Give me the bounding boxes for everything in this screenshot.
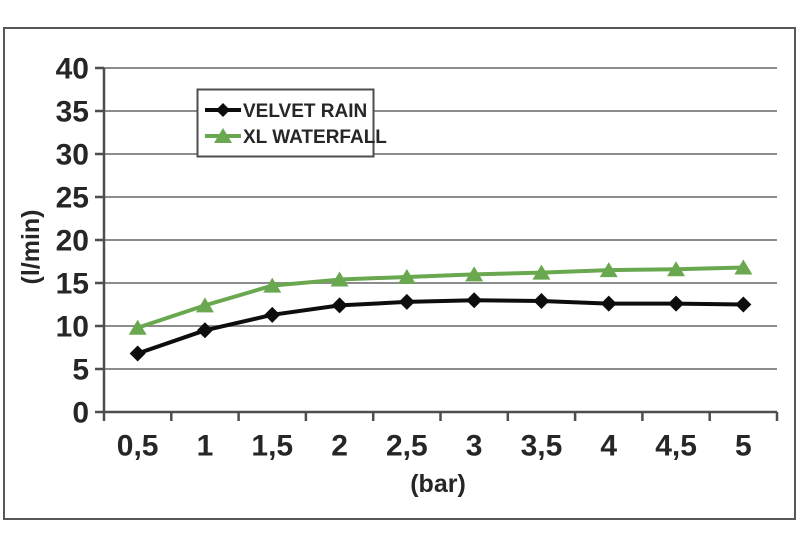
- y-tick-label: 40: [56, 53, 89, 86]
- y-tick-label: 25: [56, 182, 89, 215]
- y-tick-label: 35: [56, 96, 89, 129]
- series-line-xl-waterfall: [135, 265, 746, 330]
- diamond-marker-icon: [668, 295, 685, 312]
- chart-frame: [3, 27, 796, 520]
- diamond-marker-icon: [129, 345, 146, 362]
- diamond-marker-icon: [331, 297, 348, 314]
- y-tick-label: 10: [56, 311, 89, 344]
- triangle-marker-icon: [532, 264, 551, 280]
- diamond-marker-icon: [216, 103, 230, 117]
- x-tick-label: 2,5: [386, 430, 428, 463]
- axes: [95, 66, 779, 421]
- legend-item-velvet-rain: VELVET RAIN: [205, 101, 367, 122]
- triangle-marker-icon: [214, 128, 232, 143]
- triangle-marker-icon: [128, 319, 147, 335]
- diamond-marker-icon: [196, 322, 213, 339]
- diamond-marker-icon: [600, 295, 617, 312]
- diamond-marker-icon: [398, 293, 415, 310]
- series-velvet-rain: [129, 292, 752, 362]
- diamond-marker-icon: [533, 293, 550, 310]
- x-tick-label: 2: [331, 430, 348, 463]
- series-xl-waterfall: [128, 259, 753, 335]
- x-tick-label: 3,5: [521, 430, 563, 463]
- legend-label-xl-waterfall: XL WATERFALL: [243, 127, 387, 148]
- y-tick-label: 5: [72, 354, 89, 387]
- diamond-marker-icon: [735, 296, 752, 313]
- triangle-marker-icon: [667, 261, 686, 277]
- legend-label-velvet-rain: VELVET RAIN: [243, 101, 367, 122]
- x-tick-label: 4: [600, 430, 617, 463]
- x-tick-label: 4,5: [655, 430, 697, 463]
- x-tick-label: 0,5: [117, 430, 159, 463]
- triangle-marker-icon: [263, 277, 282, 293]
- tick-labels: 0 5 10 15 20 25 30 35 40 0,5 1 1,5 2 2,5 3 3,5 4 4,5 5: [56, 53, 752, 463]
- triangle-marker-icon: [195, 297, 214, 313]
- triangle-marker-icon: [599, 262, 618, 278]
- axis-line: [102, 68, 777, 414]
- triangle-marker-icon: [330, 271, 349, 287]
- series-line-velvet-rain: [135, 298, 746, 356]
- data-series: [128, 259, 753, 362]
- y-tick-label: 0: [72, 397, 89, 430]
- x-axis-title: (bar): [410, 470, 466, 498]
- triangle-marker-icon: [734, 259, 753, 275]
- y-tick-label: 20: [56, 225, 89, 258]
- legend-item-xl-waterfall: XL WATERFALL: [205, 127, 387, 148]
- y-axis-title: (l/min): [17, 210, 45, 285]
- x-tick-label: 1: [197, 430, 214, 463]
- x-tick-label: 5: [735, 430, 752, 463]
- x-tick-label: 1,5: [251, 430, 293, 463]
- x-tick-label: 3: [466, 430, 483, 463]
- legend-box: [196, 88, 375, 158]
- triangle-marker-icon: [465, 266, 484, 282]
- legend: VELVET RAIN XL WATERFALL: [196, 88, 387, 158]
- diamond-marker-icon: [264, 306, 281, 323]
- diamond-marker-icon: [466, 292, 483, 309]
- y-tick-label: 30: [56, 139, 89, 172]
- triangle-marker-icon: [397, 268, 416, 284]
- y-tick-label: 15: [56, 268, 89, 301]
